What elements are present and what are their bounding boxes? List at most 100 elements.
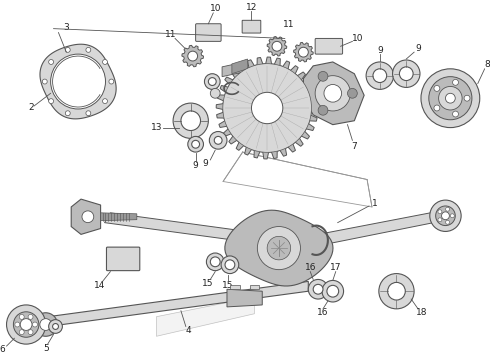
Circle shape (421, 69, 480, 127)
Circle shape (436, 206, 455, 226)
Circle shape (366, 62, 393, 89)
Text: 9: 9 (377, 46, 383, 55)
Text: 9: 9 (202, 159, 208, 168)
Circle shape (82, 211, 94, 222)
Circle shape (445, 220, 449, 224)
Circle shape (102, 99, 107, 104)
Circle shape (434, 105, 440, 111)
Circle shape (399, 67, 413, 81)
Circle shape (441, 212, 449, 220)
Text: 3: 3 (63, 23, 69, 32)
Circle shape (347, 89, 357, 98)
Circle shape (438, 218, 442, 222)
Polygon shape (267, 36, 287, 56)
Circle shape (109, 79, 114, 84)
Circle shape (379, 274, 414, 309)
Text: 13: 13 (151, 123, 162, 132)
Circle shape (210, 257, 220, 267)
Circle shape (49, 99, 53, 104)
Text: 17: 17 (330, 263, 342, 272)
Circle shape (52, 324, 58, 329)
Circle shape (322, 280, 343, 302)
FancyBboxPatch shape (196, 24, 221, 41)
Circle shape (6, 305, 46, 344)
Circle shape (188, 51, 197, 61)
Polygon shape (100, 213, 137, 221)
Polygon shape (313, 211, 443, 246)
Text: 1: 1 (372, 198, 378, 207)
Polygon shape (230, 285, 240, 289)
Circle shape (209, 131, 227, 149)
Circle shape (464, 95, 470, 101)
Circle shape (13, 312, 39, 337)
Circle shape (28, 330, 33, 334)
Polygon shape (182, 45, 203, 67)
Circle shape (453, 111, 459, 117)
Circle shape (223, 64, 312, 152)
Circle shape (445, 207, 449, 211)
Circle shape (65, 111, 70, 116)
Polygon shape (222, 62, 245, 77)
Circle shape (32, 322, 37, 327)
Text: 9: 9 (193, 161, 198, 170)
Text: 10: 10 (210, 4, 222, 13)
Circle shape (318, 71, 328, 81)
Circle shape (188, 136, 203, 152)
Circle shape (313, 284, 323, 294)
Polygon shape (40, 44, 116, 119)
Circle shape (40, 319, 51, 330)
Text: 11: 11 (283, 20, 294, 29)
Polygon shape (232, 59, 247, 74)
Text: 15: 15 (222, 281, 234, 290)
Text: 18: 18 (416, 308, 428, 317)
Circle shape (173, 103, 208, 138)
Circle shape (65, 48, 70, 52)
Circle shape (86, 111, 91, 116)
Circle shape (392, 60, 420, 87)
Circle shape (181, 111, 200, 131)
Circle shape (257, 226, 300, 270)
Circle shape (438, 210, 442, 214)
Polygon shape (104, 213, 254, 242)
Circle shape (208, 78, 216, 85)
Polygon shape (227, 289, 262, 307)
Circle shape (445, 93, 455, 103)
Text: 15: 15 (201, 279, 213, 288)
Circle shape (19, 330, 24, 334)
Text: 11: 11 (166, 30, 177, 39)
Text: 6: 6 (0, 346, 5, 355)
Circle shape (315, 76, 350, 111)
Circle shape (28, 314, 33, 319)
Circle shape (267, 237, 291, 260)
Circle shape (50, 54, 105, 109)
Circle shape (318, 105, 328, 115)
Polygon shape (19, 282, 308, 330)
Circle shape (49, 320, 62, 333)
Polygon shape (156, 297, 254, 336)
Text: 2: 2 (28, 103, 34, 112)
Circle shape (453, 80, 459, 85)
Polygon shape (303, 62, 364, 125)
Text: 8: 8 (485, 60, 490, 69)
Circle shape (34, 313, 57, 336)
Circle shape (298, 47, 308, 57)
Circle shape (327, 285, 339, 297)
Text: 7: 7 (351, 142, 357, 151)
FancyBboxPatch shape (242, 20, 261, 33)
Circle shape (272, 41, 282, 51)
Circle shape (225, 260, 235, 270)
Circle shape (430, 200, 461, 231)
Circle shape (214, 136, 222, 144)
Circle shape (20, 319, 32, 330)
Circle shape (19, 314, 24, 319)
Polygon shape (294, 42, 313, 62)
Circle shape (429, 77, 472, 120)
Circle shape (450, 214, 454, 218)
Polygon shape (216, 57, 318, 159)
Circle shape (204, 74, 220, 89)
Text: 16: 16 (317, 308, 329, 317)
Circle shape (42, 79, 47, 84)
Circle shape (324, 85, 342, 102)
Circle shape (308, 279, 328, 299)
Text: 12: 12 (246, 3, 257, 12)
